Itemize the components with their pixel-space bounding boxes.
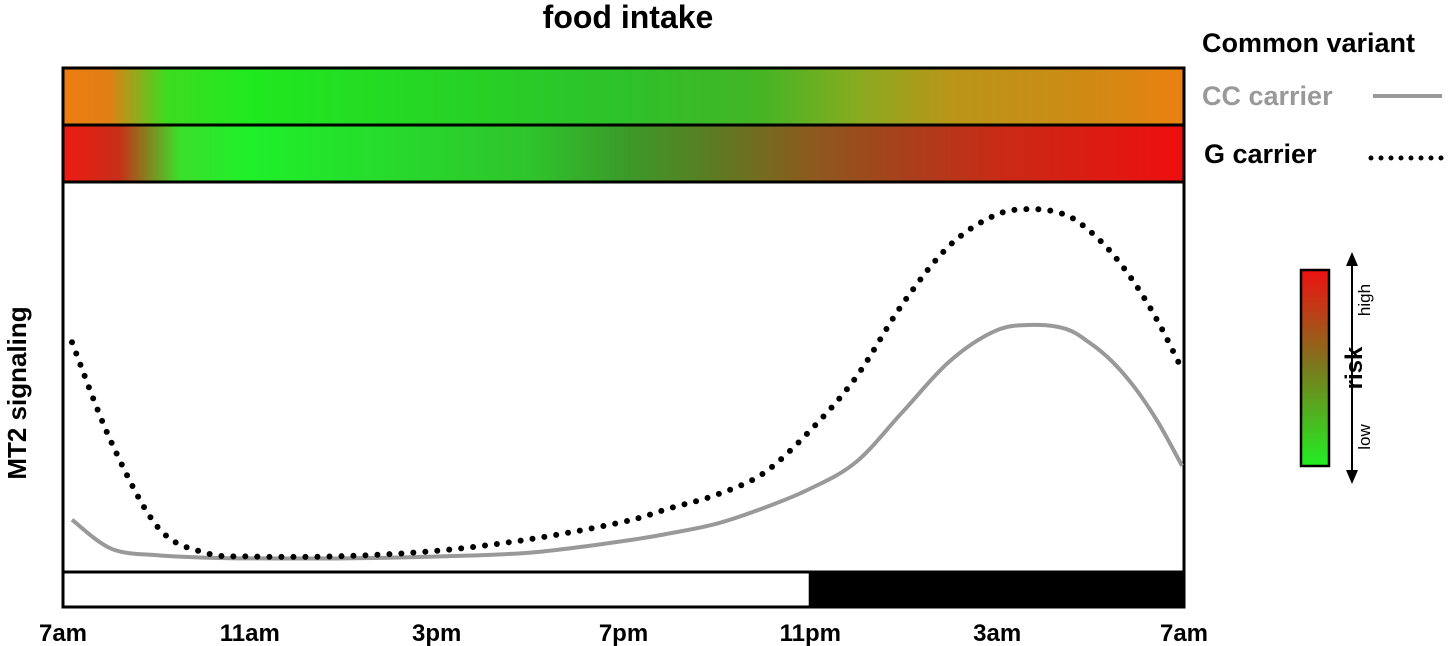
chart-title: food intake — [543, 0, 714, 35]
arrow-up-icon — [1346, 252, 1358, 266]
dark-period-bar — [808, 570, 1186, 609]
x-tick-label: 3am — [973, 620, 1021, 646]
x-tick-label: 7am — [39, 620, 87, 646]
legend-title: Common variant — [1202, 28, 1415, 58]
legend: Common variant CC carrier G carrier — [1202, 28, 1445, 169]
plot-area — [61, 180, 1186, 574]
x-tick-label: 11am — [220, 620, 280, 646]
risk-low-label: low — [1355, 424, 1374, 450]
y-axis-label: MT2 signaling — [2, 306, 32, 479]
risk-scale: risk high low — [1299, 252, 1374, 484]
series-line-cc-carrier — [70, 322, 1184, 561]
cc-carrier-risk-bar — [61, 66, 1186, 127]
series-line-g-carrier — [69, 206, 1185, 560]
arrow-down-icon — [1346, 470, 1358, 484]
x-tick-label: 7am — [1160, 620, 1208, 646]
light-period-bar — [61, 570, 812, 609]
risk-high-label: high — [1355, 284, 1374, 316]
x-tick-label: 3pm — [412, 620, 461, 646]
legend-item-g-carrier: G carrier — [1204, 139, 1317, 169]
legend-item-cc-carrier: CC carrier — [1202, 81, 1333, 111]
x-tick-label: 11pm — [780, 620, 841, 646]
x-axis-ticks: 7am 11am 3pm 7pm 11pm 3am 7am — [39, 620, 1208, 646]
x-tick-label: 7pm — [599, 620, 648, 646]
g-carrier-risk-bar — [61, 123, 1186, 184]
risk-color-scale — [1299, 268, 1331, 468]
risk-label: risk — [1341, 346, 1368, 389]
